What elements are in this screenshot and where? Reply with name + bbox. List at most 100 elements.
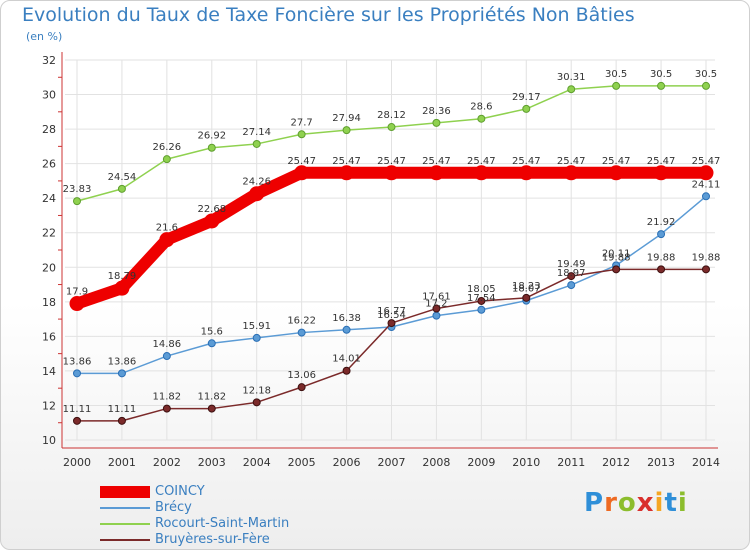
data-point[interactable] [608, 165, 624, 181]
data-point[interactable] [657, 230, 666, 239]
data-point[interactable] [428, 165, 444, 181]
x-tick-label: 2013 [647, 456, 675, 469]
data-label: 25.47 [332, 156, 361, 167]
data-point[interactable] [518, 165, 534, 181]
data-label: 11.82 [153, 392, 182, 403]
data-point[interactable] [702, 192, 710, 201]
data-label: 18.23 [512, 281, 541, 292]
data-point[interactable] [69, 296, 85, 312]
series-lines [69, 81, 714, 425]
data-point[interactable] [339, 165, 355, 181]
x-tick-label: 2012 [602, 456, 630, 469]
data-point[interactable] [477, 296, 486, 305]
y-tick-label: 26 [42, 158, 56, 171]
data-label: 30.31 [557, 72, 586, 83]
data-point[interactable] [567, 272, 576, 281]
data-label: 22.68 [197, 204, 226, 215]
data-point[interactable] [563, 165, 579, 181]
data-point[interactable] [294, 165, 310, 181]
data-point[interactable] [249, 186, 265, 202]
data-point[interactable] [252, 333, 261, 342]
data-point[interactable] [162, 155, 171, 164]
legend-label: Rocourt-Saint-Martin [155, 516, 290, 531]
data-point[interactable] [612, 81, 621, 90]
data-point[interactable] [114, 280, 130, 296]
x-tick-label: 2002 [153, 456, 181, 469]
data-label: 17.61 [422, 292, 451, 303]
data-label: 30.5 [605, 69, 627, 80]
data-point[interactable] [207, 404, 216, 413]
data-point[interactable] [522, 293, 531, 302]
data-point[interactable] [73, 369, 81, 378]
data-point[interactable] [204, 213, 220, 229]
data-point[interactable] [567, 85, 576, 94]
data-point[interactable] [702, 81, 710, 90]
data-point[interactable] [432, 118, 441, 127]
y-tick-label: 20 [42, 261, 56, 274]
data-point[interactable] [657, 265, 666, 274]
data-label: 15.6 [201, 326, 223, 337]
data-point[interactable] [473, 165, 489, 181]
proxiti-logo: Proxiti [584, 488, 688, 518]
data-point[interactable] [297, 383, 306, 392]
series-rocourt [73, 81, 710, 206]
data-point[interactable] [207, 143, 216, 152]
data-label: 25.47 [287, 156, 316, 167]
x-tick-label: 2014 [692, 456, 720, 469]
data-point[interactable] [657, 81, 666, 90]
data-point[interactable] [653, 165, 669, 181]
data-point[interactable] [252, 398, 261, 407]
data-label: 19.88 [692, 252, 721, 263]
legend-swatch-bruyeres [100, 539, 150, 541]
data-point[interactable] [117, 184, 126, 193]
data-point[interactable] [432, 304, 441, 313]
data-label: 20.11 [602, 248, 631, 259]
data-point[interactable] [477, 114, 486, 123]
data-label: 19.88 [602, 252, 631, 263]
data-point[interactable] [117, 416, 126, 425]
x-tick-label: 2007 [378, 456, 406, 469]
data-label: 25.47 [647, 156, 676, 167]
data-point[interactable] [342, 126, 351, 135]
data-label: 14.01 [332, 354, 361, 365]
data-point[interactable] [612, 265, 621, 274]
legend-swatch-coincy [100, 486, 150, 498]
x-tick-label: 2008 [422, 456, 450, 469]
data-point[interactable] [117, 369, 126, 378]
data-point[interactable] [384, 165, 399, 181]
logo-letter: x [636, 488, 655, 518]
data-point[interactable] [432, 311, 441, 320]
logo-letter: i [654, 488, 665, 518]
data-point[interactable] [73, 416, 81, 425]
y-tick-label: 28 [42, 123, 56, 136]
data-label: 24.54 [108, 172, 137, 183]
data-point[interactable] [567, 281, 576, 290]
data-point[interactable] [159, 232, 175, 248]
data-point[interactable] [387, 319, 396, 328]
data-label: 28.36 [422, 106, 451, 117]
data-point[interactable] [522, 104, 531, 113]
y-tick-label: 22 [42, 227, 56, 240]
data-point[interactable] [698, 165, 714, 181]
data-label: 21.6 [156, 223, 178, 234]
data-point[interactable] [297, 328, 306, 337]
x-tick-label: 2011 [557, 456, 585, 469]
axes: 10 12 14 16 18 20 22 24 26 28 30 32 2000 2001 2002 2003… [42, 52, 720, 469]
data-label: 25.47 [512, 156, 541, 167]
data-point[interactable] [162, 352, 171, 361]
data-point[interactable] [342, 325, 351, 334]
data-point[interactable] [342, 366, 351, 375]
data-point[interactable] [252, 139, 261, 148]
data-label: 25.47 [377, 156, 406, 167]
data-point[interactable] [702, 265, 710, 274]
data-point[interactable] [207, 339, 216, 348]
legend-label: Brécy [155, 500, 192, 515]
data-point[interactable] [477, 305, 486, 314]
x-tick-label: 2004 [243, 456, 271, 469]
data-point[interactable] [297, 130, 306, 139]
data-point[interactable] [73, 197, 81, 206]
data-point[interactable] [162, 404, 171, 413]
data-label: 28.6 [470, 102, 492, 113]
data-point[interactable] [387, 123, 396, 132]
data-label: 19.88 [647, 252, 676, 263]
